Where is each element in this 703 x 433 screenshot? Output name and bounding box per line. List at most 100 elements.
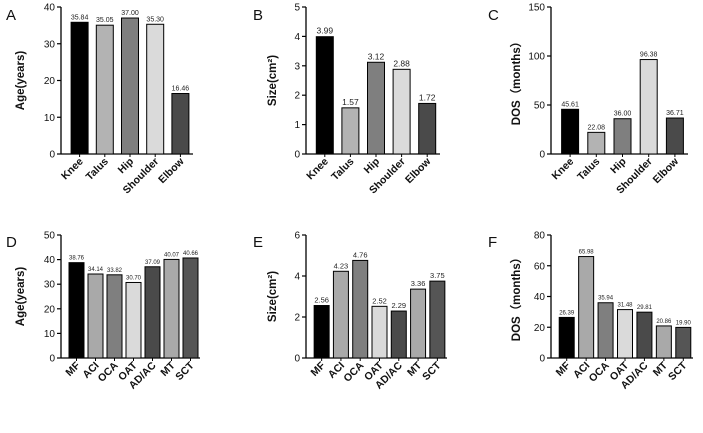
bar-hip <box>121 17 139 155</box>
y-axis-title: Size(cm²) <box>267 55 279 106</box>
bar-talus <box>95 24 114 155</box>
bar-mf <box>68 262 85 359</box>
bar-elbow <box>665 117 684 155</box>
bar-value-label: 40.07 <box>164 252 180 258</box>
bar-aci <box>87 273 104 359</box>
y-tick-label: 20 <box>44 304 56 315</box>
y-axis-title: Age(years) <box>15 51 27 111</box>
bar-value-label: 38.76 <box>69 256 85 262</box>
panel-label: C <box>488 7 499 24</box>
x-tick-label: MF <box>554 359 574 379</box>
bar-value-label: 96.38 <box>640 52 658 59</box>
x-tick-label: Hip <box>116 156 136 176</box>
bar-value-label: 16.46 <box>172 86 190 93</box>
bar-value-label: 30.70 <box>126 275 142 281</box>
bar-knee <box>561 108 580 155</box>
bar-value-label: 34.14 <box>88 267 104 273</box>
bar-oat <box>371 305 388 359</box>
bar-shoulder <box>392 68 411 155</box>
y-tick-label: 0 <box>539 150 545 161</box>
x-tick-label: Talus <box>84 156 111 183</box>
y-tick-label: 0 <box>49 354 55 365</box>
y-tick-label: 20 <box>534 323 546 334</box>
panel-label: E <box>253 234 263 251</box>
bar-value-label: 1.57 <box>342 97 359 107</box>
bar-value-label: 19.90 <box>676 320 692 326</box>
bar-value-label: 22.08 <box>588 124 606 131</box>
x-tick-label: OCA <box>587 359 612 384</box>
bar-ad-ac <box>144 266 161 359</box>
y-tick-label: 10 <box>44 113 56 124</box>
panel-label: A <box>6 7 16 24</box>
bar-shoulder <box>639 59 658 155</box>
bar-value-label: 65.98 <box>579 250 595 256</box>
x-tick-label: Knee <box>550 156 577 183</box>
y-tick-label: 1 <box>294 120 300 131</box>
bar-shoulder <box>146 23 165 155</box>
x-tick-label: SCT <box>666 359 690 383</box>
x-tick-label: Elbow <box>403 155 434 186</box>
bar-hip <box>367 61 385 155</box>
bar-value-label: 3.36 <box>411 279 426 288</box>
bar-aci <box>578 256 595 359</box>
x-tick-label: SCT <box>420 359 444 383</box>
bar-value-label: 3.99 <box>317 26 334 36</box>
y-tick-label: 2 <box>294 313 300 324</box>
y-tick-label: 5 <box>294 3 300 14</box>
bar-value-label: 37.09 <box>145 260 161 266</box>
y-tick-label: 40 <box>44 3 56 14</box>
bar-value-label: 37.00 <box>121 10 139 17</box>
bar-value-label: 4.76 <box>353 250 368 259</box>
y-tick-label: 80 <box>534 231 546 242</box>
bar-knee <box>315 36 334 155</box>
bar-value-label: 36.00 <box>614 111 632 118</box>
x-tick-label: Elbow <box>156 155 187 186</box>
panel-label: B <box>253 7 263 24</box>
x-tick-label: SCT <box>173 359 197 383</box>
bar-knee <box>70 21 89 155</box>
bar-talus <box>587 131 606 155</box>
bar-talus <box>341 107 360 155</box>
y-tick-label: 4 <box>294 32 300 43</box>
bar-value-label: 35.84 <box>71 14 89 21</box>
y-tick-label: 2 <box>294 91 300 102</box>
bar-mt <box>655 325 672 359</box>
bar-value-label: 29.81 <box>637 305 653 311</box>
bar-value-label: 36.71 <box>666 110 684 117</box>
bar-value-label: 1.72 <box>419 92 436 102</box>
x-tick-label: Knee <box>304 156 331 183</box>
x-tick-label: MF <box>63 359 83 379</box>
bar-value-label: 35.30 <box>146 16 164 23</box>
bar-oca <box>106 274 123 359</box>
panel-label: F <box>488 234 497 251</box>
bar-value-label: 2.88 <box>393 58 410 68</box>
bar-aci <box>332 270 349 359</box>
bar-ad-ac <box>636 311 653 359</box>
bar-hip <box>613 118 632 155</box>
panel-b: B 0 1 2 3 4 5 Size(cm²) 3.99 Knee 1.57 Talus 3.12 Hip… <box>253 3 440 196</box>
y-tick-label: 0 <box>294 150 300 161</box>
bar-value-label: 3.12 <box>368 51 385 61</box>
bar-elbow <box>418 102 437 155</box>
bar-mf <box>313 305 330 359</box>
bar-value-label: 20.86 <box>656 319 672 325</box>
y-tick-label: 150 <box>528 3 545 14</box>
y-tick-label: 40 <box>534 292 546 303</box>
y-tick-label: 20 <box>44 76 56 87</box>
bar-value-label: 35.94 <box>598 296 614 302</box>
bar-mt <box>410 288 427 359</box>
x-tick-label: Talus <box>329 156 356 183</box>
y-tick-label: 6 <box>294 231 300 242</box>
y-tick-label: 50 <box>534 101 546 112</box>
bar-value-label: 2.52 <box>372 296 387 305</box>
bar-elbow <box>171 93 190 155</box>
y-tick-label: 0 <box>49 150 55 161</box>
y-tick-label: 30 <box>44 280 56 291</box>
bar-value-label: 35.05 <box>96 17 114 24</box>
bar-value-label: 33.82 <box>107 268 123 274</box>
bar-value-label: 40.66 <box>183 251 199 257</box>
y-tick-label: 60 <box>534 261 546 272</box>
bar-oat <box>617 309 633 359</box>
